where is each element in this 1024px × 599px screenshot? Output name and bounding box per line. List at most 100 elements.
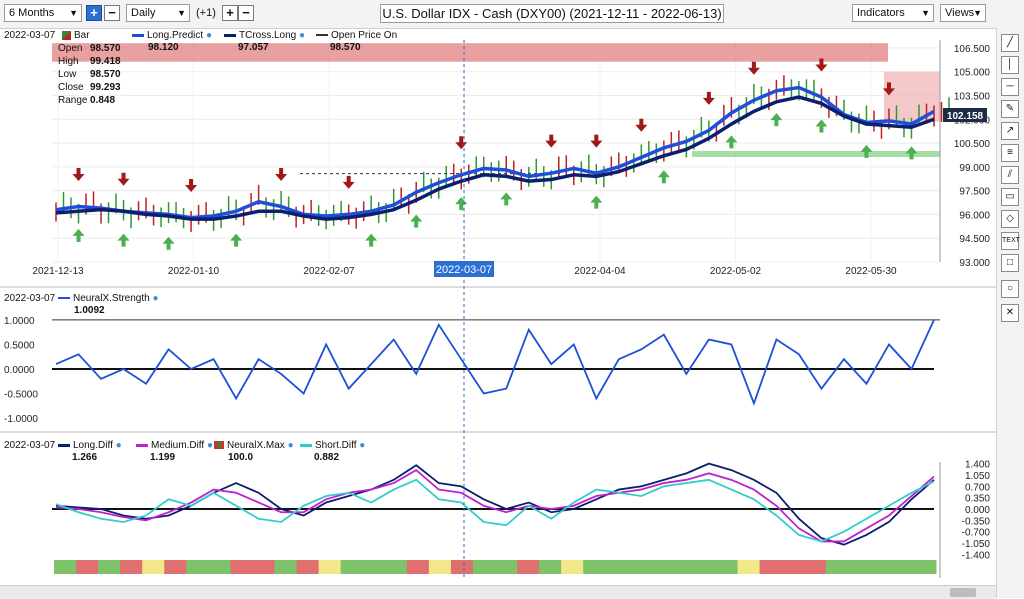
y-tick-label: 0.000 — [965, 505, 990, 516]
arrow-tool-icon[interactable]: ↗ — [1001, 122, 1019, 140]
interval-label: Daily — [131, 7, 156, 19]
strip-cell — [98, 560, 121, 574]
sell-arrow-icon — [590, 134, 603, 148]
strip-cell — [825, 560, 849, 574]
x-tick-label: 2022-05-30 — [845, 266, 897, 277]
offset-label: (+1) — [196, 7, 216, 19]
y-tick-label: 1.400 — [965, 460, 990, 471]
ohlc-value: 98.570 — [90, 69, 121, 80]
strip-cell — [649, 560, 672, 574]
strip-cell — [869, 560, 893, 574]
neural-lines — [55, 319, 935, 406]
strip-cell — [406, 560, 430, 574]
diff-legend-value: 1.266 — [72, 452, 98, 463]
remove-period-button[interactable]: − — [104, 5, 120, 21]
circle-tool-icon[interactable]: ○ — [1001, 280, 1019, 298]
y-tick-label: 105.000 — [954, 68, 991, 79]
ohlc-row: High 99.418 — [58, 55, 121, 68]
interval-dropdown[interactable]: Daily ▼ — [126, 4, 190, 22]
ohlc-value: 99.418 — [90, 56, 121, 67]
strip-cell — [561, 560, 584, 574]
y-tick-label: 1.050 — [965, 471, 990, 482]
close-icon[interactable]: ✕ — [1001, 304, 1019, 322]
fib-tool-icon[interactable]: ≡ — [1001, 144, 1019, 162]
y-tick-label: 103.500 — [954, 92, 991, 103]
info-dot-icon: ● — [356, 440, 366, 451]
indicators-dropdown[interactable]: Indicators ▼ — [852, 4, 934, 22]
y-tick-label: -0.5000 — [4, 390, 38, 401]
strip-cell — [781, 560, 805, 574]
views-dropdown[interactable]: Views ▼ — [940, 4, 986, 22]
callout-icon[interactable]: ▭ — [1001, 188, 1019, 206]
y-tick-label: 0.0000 — [4, 365, 35, 376]
ohlc-box: Open 98.570 High 99.418 Low 98.570 Close 99.293… — [58, 42, 121, 107]
y-tick-label: 96.000 — [959, 210, 990, 221]
scroll-thumb[interactable] — [950, 588, 976, 597]
buy-arrow-icon — [500, 192, 513, 206]
series-line-short-diff — [55, 478, 935, 543]
square-tool-icon[interactable]: □ — [1001, 254, 1019, 272]
neural-date: 2022-03-07 — [4, 293, 56, 304]
offset-plus-button[interactable]: + — [222, 5, 238, 21]
strip-cell — [693, 560, 716, 574]
bar-swatch-icon — [62, 30, 71, 40]
sell-arrow-icon — [342, 175, 355, 189]
strip-cell — [252, 560, 275, 574]
ohlc-label: High — [58, 56, 79, 67]
strip-cell — [759, 560, 783, 574]
buy-arrow-icon — [162, 236, 175, 250]
x-tick-label: 2022-04-04 — [574, 266, 626, 277]
price-grid — [52, 40, 940, 263]
strip-cell — [164, 560, 187, 574]
text-tool-icon[interactable]: TEXT — [1001, 232, 1020, 250]
open-price-value: 98.570 — [330, 42, 361, 53]
strip-cell — [142, 560, 165, 574]
strip-cell — [208, 560, 231, 574]
y-tick-label: 0.700 — [965, 482, 990, 493]
eraser-icon[interactable]: ◇ — [1001, 210, 1019, 228]
legend-tcross-label: TCross.Long — [239, 30, 297, 41]
diff-legend-label: Short.Diff — [315, 440, 357, 451]
tcross-value: 97.057 — [238, 42, 269, 53]
strip-cell — [539, 560, 562, 574]
ohlc-label: Low — [58, 69, 77, 80]
strip-cell — [517, 560, 540, 574]
series-line-neuralx-strength — [55, 319, 935, 406]
ohlc-row: Open 98.570 — [58, 42, 121, 55]
drawing-toolbar: ╱ │ ─ ✎ ↗ ≡ ⫽ ▭ ◇ TEXT □ ○ ✕ — [996, 28, 1024, 598]
series-line-long-predict — [55, 85, 935, 220]
horizontal-scrollbar[interactable] — [0, 585, 996, 599]
horizontal-line-icon[interactable]: ─ — [1001, 78, 1019, 96]
strip-cell — [54, 560, 77, 574]
buy-arrow-icon — [770, 113, 783, 127]
legend-open-price-label: Open Price On — [331, 30, 398, 41]
offset-minus-button[interactable]: − — [238, 5, 254, 21]
sell-arrow-icon — [702, 91, 715, 105]
legend-long-predict: Long.Predict ● — [132, 30, 212, 41]
chevron-down-icon: ▼ — [973, 8, 982, 18]
y-tick-label: -1.0000 — [4, 414, 38, 425]
diff-y-axis: 1.4001.0500.7000.3500.000-0.350-0.700-1.… — [939, 460, 990, 578]
buy-arrow-icon — [905, 146, 918, 160]
diff-legend-value: 0.882 — [314, 452, 340, 463]
strip-cell — [120, 560, 143, 574]
vertical-line-icon[interactable]: │ — [1001, 56, 1019, 74]
price-x-axis: 2021-12-13 2022-01-10 2022-02-07 2022-04-04… — [32, 266, 897, 277]
period-dropdown[interactable]: 6 Months ▼ — [4, 4, 82, 22]
sell-arrow-icon — [455, 136, 468, 150]
strip-cell — [627, 560, 650, 574]
long-predict-value: 98.120 — [148, 42, 179, 53]
price-lines — [55, 85, 935, 221]
info-dot-icon: ● — [299, 30, 306, 41]
line-tool-icon[interactable]: ╱ — [1001, 34, 1019, 52]
buy-arrow-icon — [365, 233, 378, 247]
strip-cell — [583, 560, 606, 574]
parallel-lines-icon[interactable]: ⫽ — [1001, 166, 1019, 184]
buy-arrow-icon — [815, 119, 828, 133]
strip-cell — [605, 560, 628, 574]
pencil-icon[interactable]: ✎ — [1001, 100, 1019, 118]
ohlc-value: 99.293 — [90, 82, 121, 93]
chart-area[interactable]: 106.500105.000103.500102.000100.50099.00… — [0, 28, 996, 585]
y-tick-label: 0.5000 — [4, 340, 35, 351]
add-period-button[interactable]: + — [86, 5, 102, 21]
